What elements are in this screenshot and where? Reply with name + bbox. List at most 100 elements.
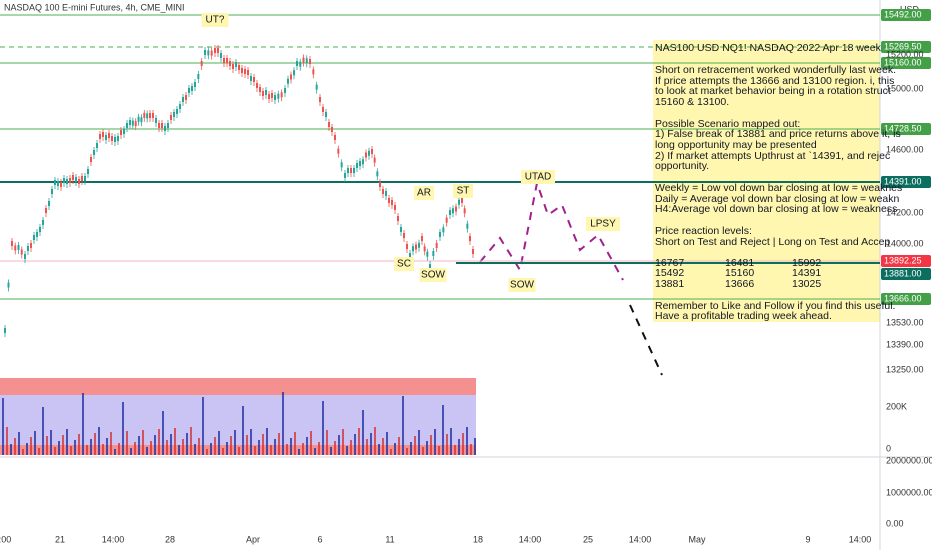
annotation: ST	[457, 186, 470, 197]
candle-body	[207, 50, 210, 56]
candle-body	[302, 57, 305, 63]
candle-body	[117, 136, 119, 141]
candle-body	[185, 95, 187, 100]
candle-body	[194, 82, 196, 87]
price-label: 13892.25	[884, 255, 922, 265]
candle-body	[223, 58, 225, 63]
candle-body	[220, 53, 222, 58]
candle-body	[51, 189, 53, 194]
candle-body	[365, 152, 367, 158]
candle-body	[158, 123, 160, 128]
candle-body	[268, 94, 270, 99]
candle-body	[325, 112, 327, 117]
note-line: Short on Test and Reject | Long on Test …	[655, 236, 890, 248]
candle-body	[114, 137, 116, 142]
time-tick: 14:00	[519, 534, 542, 544]
candle-body	[334, 135, 336, 140]
candle-body	[250, 76, 252, 81]
candle-body	[173, 112, 175, 117]
candle-body	[120, 130, 122, 135]
note-line: If price attempts the 13666 and 13100 re…	[655, 75, 894, 87]
note-line: 2) If market attempts Upthrust at `14391…	[655, 150, 890, 162]
candle-body	[188, 88, 190, 93]
candle-body	[315, 84, 318, 90]
candle-body	[340, 162, 343, 168]
price-label-box	[881, 123, 931, 135]
candle-body	[409, 253, 411, 258]
candle-body	[421, 236, 423, 241]
candle-body	[385, 191, 387, 196]
candle-body	[394, 205, 396, 210]
annotation-box	[419, 268, 447, 282]
candle-body	[204, 50, 206, 55]
candle-body	[359, 161, 361, 166]
note-table-cell: 16481	[725, 257, 754, 269]
candle-body	[472, 249, 474, 254]
candle-body	[78, 179, 80, 184]
candle-body	[75, 177, 77, 182]
candle-body	[99, 134, 101, 139]
candle-body	[69, 178, 71, 183]
candle-body	[90, 157, 92, 162]
time-tick: 14:00	[102, 534, 125, 544]
candle-body	[391, 200, 393, 205]
candle-body	[259, 87, 261, 92]
candle-body	[397, 216, 399, 221]
note-line: opportunity.	[655, 160, 709, 172]
candle-body	[262, 91, 264, 96]
annotation: SC	[397, 259, 411, 270]
note-line: Price reaction levels:	[655, 225, 752, 237]
price-tick: 15200.00	[886, 49, 924, 59]
annotation: AR	[417, 188, 431, 199]
annotation: SOW	[510, 280, 534, 291]
candle-body	[81, 176, 83, 181]
candle-body	[449, 210, 451, 215]
annotation: UT?	[206, 15, 225, 26]
candle-body	[164, 126, 166, 131]
candle-body	[322, 107, 324, 112]
price-label: 15160.00	[884, 57, 922, 67]
annotation-box	[453, 184, 473, 198]
candle-body	[280, 92, 283, 98]
candle-body	[11, 241, 13, 246]
time-tick: Apr	[246, 534, 260, 544]
candle-body	[277, 93, 280, 99]
candle-body	[24, 254, 26, 259]
candle-body	[149, 113, 151, 118]
candle-body	[45, 208, 47, 213]
candle-body	[328, 122, 330, 127]
header-title: NASDAQ 100 E-mini Futures, 4h, CME_MINI	[4, 2, 185, 12]
scenario-path	[479, 179, 624, 281]
price-label-box	[881, 9, 931, 21]
candle-body	[93, 150, 95, 155]
volume-tick: 0	[886, 443, 891, 453]
candle-body	[179, 104, 181, 109]
candle-body	[458, 199, 460, 205]
time-tick: 28	[165, 534, 175, 544]
candle-body	[347, 168, 349, 173]
candle-body	[406, 244, 408, 249]
candle-body	[429, 264, 431, 269]
annotation: UTAD	[525, 172, 551, 183]
price-label: 13666.00	[884, 293, 922, 303]
candle-body	[350, 168, 352, 173]
price-tick: 14000.00	[886, 238, 924, 248]
note-line: Short on retracement worked wonderfully …	[655, 64, 896, 76]
time-tick: 18	[473, 534, 483, 544]
candle-body	[452, 208, 454, 214]
candle-body	[14, 245, 17, 251]
candle-body	[200, 61, 203, 66]
note-line: Daily = Average vol down bar closing at …	[655, 193, 900, 205]
candle-body	[241, 68, 243, 73]
price-label: 14391.00	[884, 176, 922, 186]
candle-body	[214, 48, 216, 53]
candle-body	[84, 176, 86, 181]
time-tick: 14:00	[849, 534, 872, 544]
annotation-box	[414, 186, 434, 200]
candle-body	[63, 178, 65, 183]
note-line: NAS100 USD NQ1! NASDAQ 2022 Apr 18 week	[655, 42, 882, 54]
candle-body	[373, 157, 376, 163]
candle-body	[131, 120, 134, 126]
candle-body	[423, 246, 426, 252]
candle-body	[371, 149, 373, 154]
